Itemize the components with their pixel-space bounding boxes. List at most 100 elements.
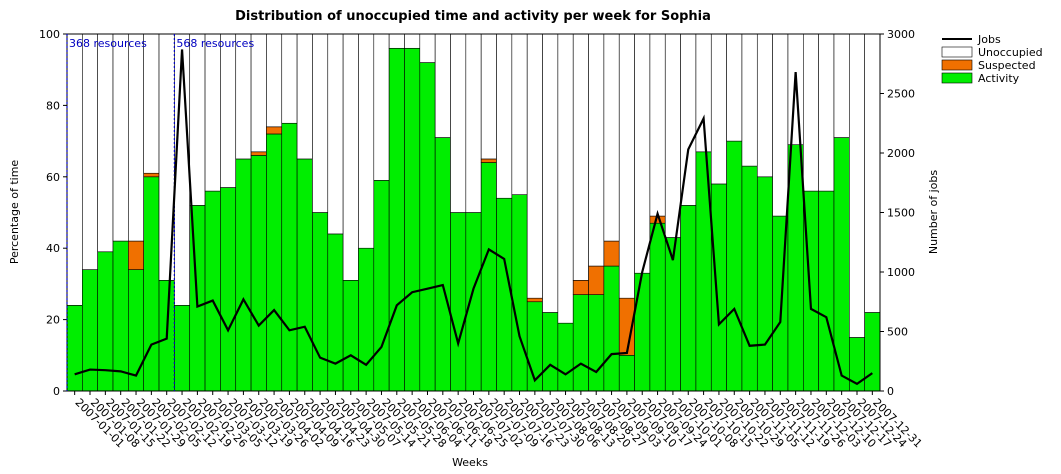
bar-segment — [189, 33, 206, 206]
y-tick-label: 60 — [46, 171, 60, 184]
y2-tick-label: 3000 — [887, 28, 915, 41]
bar-segment — [342, 280, 359, 392]
bar-segment — [496, 197, 513, 392]
y-axis-label: Percentage of time — [8, 160, 21, 265]
bar-segment — [634, 33, 651, 274]
bar-segment — [756, 33, 773, 178]
bar-segment — [312, 212, 329, 392]
legend-swatch — [941, 72, 973, 84]
annotation: 368 resources — [69, 37, 147, 50]
bar-segment — [588, 33, 605, 267]
bar-segment — [680, 205, 697, 392]
y2-tick-label: 500 — [887, 326, 908, 339]
y-tick-label: 80 — [46, 99, 60, 112]
bar-segment — [603, 33, 620, 242]
bar-segment — [726, 140, 743, 392]
bar-segment — [557, 322, 574, 392]
y-tick-label: 0 — [53, 385, 60, 398]
bar-segment — [312, 33, 329, 213]
bar-segment — [358, 247, 375, 392]
bar-segment — [220, 187, 237, 392]
bar-segment — [664, 33, 681, 238]
bar-segment — [710, 33, 727, 185]
bar-segment — [404, 33, 421, 49]
y2-tick-label: 2500 — [887, 88, 915, 101]
bar-segment — [618, 33, 635, 299]
bar-segment — [266, 33, 283, 128]
bar-segment — [680, 33, 697, 206]
bar-segment — [388, 47, 405, 392]
bar-segment — [603, 265, 620, 392]
bar-segment — [342, 33, 359, 281]
bar-segment — [388, 33, 405, 49]
bar-segment — [373, 33, 390, 181]
bar-segment — [450, 212, 467, 392]
bar-segment — [174, 305, 191, 392]
bar-segment — [66, 33, 83, 306]
bar-segment — [572, 294, 589, 392]
bar-segment — [833, 33, 850, 138]
y-tick-label: 20 — [46, 314, 60, 327]
bar-segment — [695, 33, 712, 153]
bar-segment — [204, 33, 221, 192]
bar-segment — [664, 237, 681, 392]
bar-segment — [756, 176, 773, 392]
bar-segment — [112, 33, 129, 242]
bar-segment — [128, 269, 144, 392]
bar-segment — [235, 33, 252, 160]
bar-segment — [143, 172, 160, 178]
bar-segment — [557, 33, 574, 324]
bar-segment — [649, 33, 666, 217]
bar-segment — [710, 183, 727, 392]
bar-segment — [358, 33, 375, 249]
bar-segment — [818, 190, 835, 392]
bar-segment — [588, 294, 605, 392]
bar-segment — [204, 190, 221, 392]
y2-tick-label: 0 — [887, 385, 894, 398]
y-tick-label: 40 — [46, 242, 60, 255]
y2-axis-label: Number of jobs — [927, 170, 940, 255]
bar-segment — [112, 240, 129, 392]
legend-swatch — [941, 46, 973, 58]
bar-segment — [250, 33, 267, 153]
bar-segment — [266, 133, 283, 392]
bar-segment — [803, 33, 819, 192]
bar-segment — [220, 33, 237, 188]
bar-segment — [281, 122, 298, 392]
bar-segment — [66, 305, 83, 392]
bar-segment — [741, 165, 758, 392]
legend-label: Suspected — [978, 59, 1036, 72]
bar-segment — [618, 354, 635, 392]
bar-segment — [864, 312, 881, 392]
bar-segment — [480, 33, 497, 160]
bar-segment — [572, 33, 589, 281]
bar-segment — [511, 194, 528, 392]
bar-segment — [434, 33, 451, 138]
bar-segment — [143, 33, 160, 174]
bar-segment — [818, 33, 835, 192]
bar-segment — [649, 222, 666, 392]
bar-segment — [128, 33, 144, 242]
bar-segment — [588, 265, 605, 295]
chart-title: Distribution of unoccupied time and acti… — [235, 9, 711, 24]
bar-segment — [849, 33, 865, 338]
bar-segment — [235, 158, 252, 392]
bar-segment — [526, 297, 543, 303]
bar-segment — [542, 312, 559, 392]
bar-segment — [373, 180, 390, 392]
y2-tick-label: 1000 — [887, 266, 915, 279]
bar-segment — [327, 233, 344, 392]
bar-segment — [266, 126, 283, 135]
line-series — [74, 49, 873, 386]
annotation: 568 resources — [176, 37, 254, 50]
bar-segment — [480, 158, 497, 163]
bar-segment — [465, 212, 482, 392]
x-axis-label: Weeks — [452, 456, 488, 469]
bar-segment — [726, 33, 743, 142]
bar-segment — [772, 33, 789, 217]
bar-segment — [526, 33, 543, 299]
bar-segment — [82, 269, 98, 392]
bar-segment — [143, 176, 160, 392]
bar-segment — [496, 33, 513, 199]
bar-segment — [465, 33, 482, 213]
